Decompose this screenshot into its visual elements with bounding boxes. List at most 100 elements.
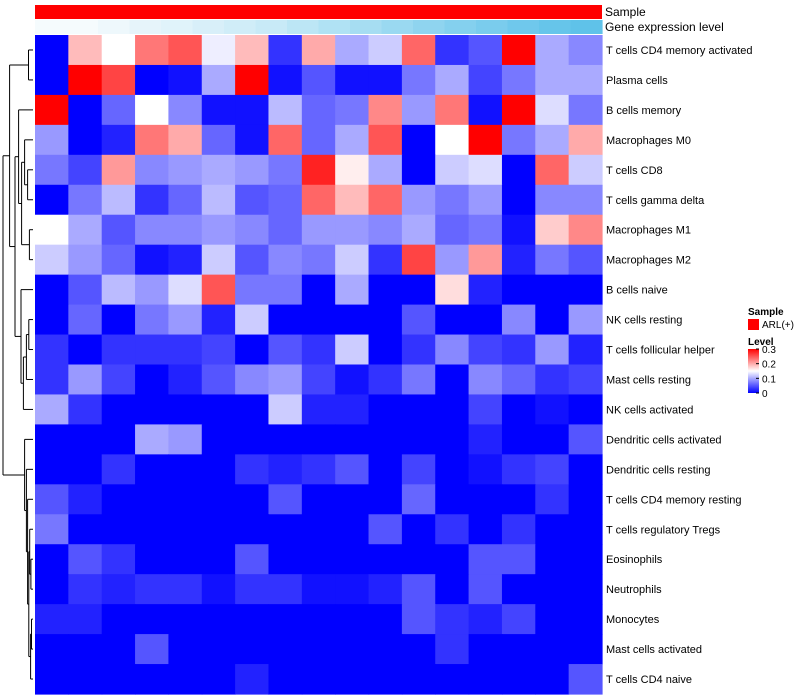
heatmap-cell [135,424,170,455]
heatmap-cell [435,514,470,545]
gene-annotation-cell [287,20,320,34]
heatmap-cell [268,124,303,156]
heatmap-cell [268,454,303,485]
heatmap-cell [468,184,503,216]
legend-tick-label: 0.1 [762,374,776,385]
gene-annotation-cell [413,20,446,34]
heatmap-cell [268,634,303,665]
heatmap-cell [68,574,103,605]
heatmap-cell [368,214,403,246]
heatmap-cell [168,424,203,455]
heatmap-cell [201,424,236,455]
heatmap-cell [35,394,69,426]
heatmap-cell [268,574,303,605]
row-dendrogram [2,49,33,680]
heatmap-cell [501,214,536,246]
heatmap-cell [535,484,570,515]
heatmap-cell [401,214,436,246]
heatmap-cell [335,364,370,396]
heatmap-cell [235,544,270,575]
heatmap-cell [301,334,336,366]
heatmap-cell [468,394,503,426]
heatmap-cell [401,334,436,366]
heatmap-cell [535,35,570,66]
heatmap-cell [568,484,603,515]
heatmap-cell [435,364,470,396]
heatmap-cell [201,154,236,186]
heatmap-cell [68,634,103,665]
heatmap-cell [568,304,603,336]
heatmap-cell [68,274,103,306]
heatmap-cell [501,604,536,635]
heatmap-cell [168,574,203,605]
row-label: B cells memory [606,105,682,117]
heatmap-cell [501,154,536,186]
heatmap-cell [401,424,436,455]
heatmap-cell [301,94,336,126]
heatmap-cell [335,574,370,605]
legend: Sample ARL(+) Level 0.3 0.2 0.1 0 [748,307,794,400]
heatmap-cell [68,304,103,336]
heatmap-cell [468,574,503,605]
heatmap-cell [135,574,170,605]
heatmap-cell [535,454,570,485]
heatmap-cell [301,184,336,216]
heatmap-cell [35,274,69,306]
heatmap-cell [235,514,270,545]
heatmap-cell [68,364,103,396]
heatmap-cell [401,244,436,276]
heatmap-cell [168,154,203,186]
heatmap-cell [35,334,69,366]
heatmap-cell [235,124,270,156]
heatmap-cell [101,94,136,126]
heatmap-cells [35,35,603,695]
heatmap-cell [501,574,536,605]
heatmap-cell [435,35,470,66]
heatmap-cell [68,604,103,635]
heatmap-cell [68,394,103,426]
heatmap-cell [235,154,270,186]
heatmap-cell [535,274,570,306]
row-label: Macrophages M0 [606,135,691,147]
heatmap-cell [368,514,403,545]
heatmap-cell [501,35,536,66]
heatmap-cell [135,454,170,485]
legend-sample-title: Sample [748,307,784,318]
heatmap-cell [268,274,303,306]
heatmap-cell [168,664,203,695]
heatmap-cell [335,514,370,545]
heatmap-cell [501,634,536,665]
heatmap-cell [568,664,603,695]
heatmap-cell [401,484,436,515]
heatmap-cell [501,454,536,485]
legend-ticks: 0.3 0.2 0.1 0 [756,345,776,400]
heatmap-cell [368,544,403,575]
heatmap-cell [68,544,103,575]
legend-level-title: Level [748,337,774,348]
heatmap-cell [201,244,236,276]
heatmap-cell [201,364,236,396]
heatmap-cell [201,334,236,366]
heatmap-cell [135,304,170,336]
heatmap-cell [368,94,403,126]
heatmap-cell [335,454,370,485]
heatmap-cell [268,304,303,336]
heatmap-cell [235,94,270,126]
heatmap-cell [201,184,236,216]
heatmap-cell [268,664,303,695]
heatmap-cell [301,664,336,695]
heatmap-cell [468,664,503,695]
heatmap-cell [268,334,303,366]
heatmap-cell [535,64,570,96]
heatmap-cell [68,214,103,246]
heatmap-cell [401,304,436,336]
heatmap-cell [201,454,236,485]
heatmap-cell [568,124,603,156]
heatmap-cell [235,454,270,485]
heatmap-cell [335,64,370,96]
heatmap-cell [535,514,570,545]
heatmap-cell [135,364,170,396]
heatmap-cell [435,664,470,695]
legend-tick-label: 0.3 [762,345,776,356]
heatmap-cell [368,604,403,635]
